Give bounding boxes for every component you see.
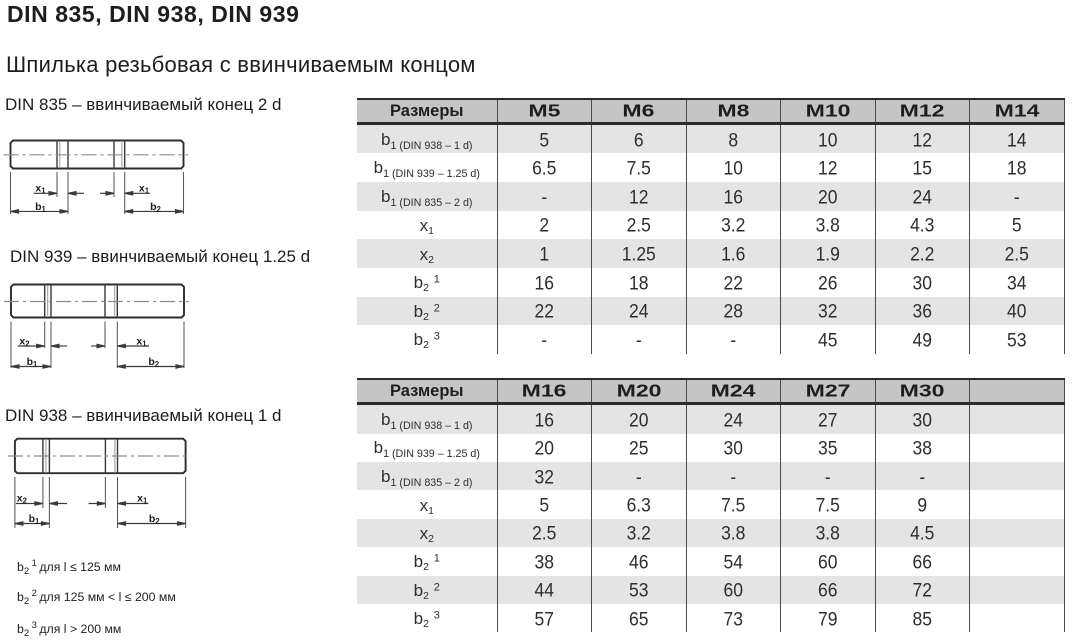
svg-text:x2: x2 <box>19 335 30 348</box>
svg-text:b1: b1 <box>35 201 46 214</box>
svg-text:x1: x1 <box>136 335 147 348</box>
svg-text:b2: b2 <box>149 513 160 526</box>
svg-text:b2: b2 <box>148 356 159 369</box>
svg-text:x1: x1 <box>35 183 46 196</box>
svg-text:b1: b1 <box>27 356 38 369</box>
svg-text:x2: x2 <box>17 493 28 506</box>
svg-text:b1: b1 <box>29 513 40 526</box>
svg-text:b2: b2 <box>150 201 161 214</box>
svg-text:x1: x1 <box>139 183 150 196</box>
svg-text:x1: x1 <box>137 492 148 505</box>
